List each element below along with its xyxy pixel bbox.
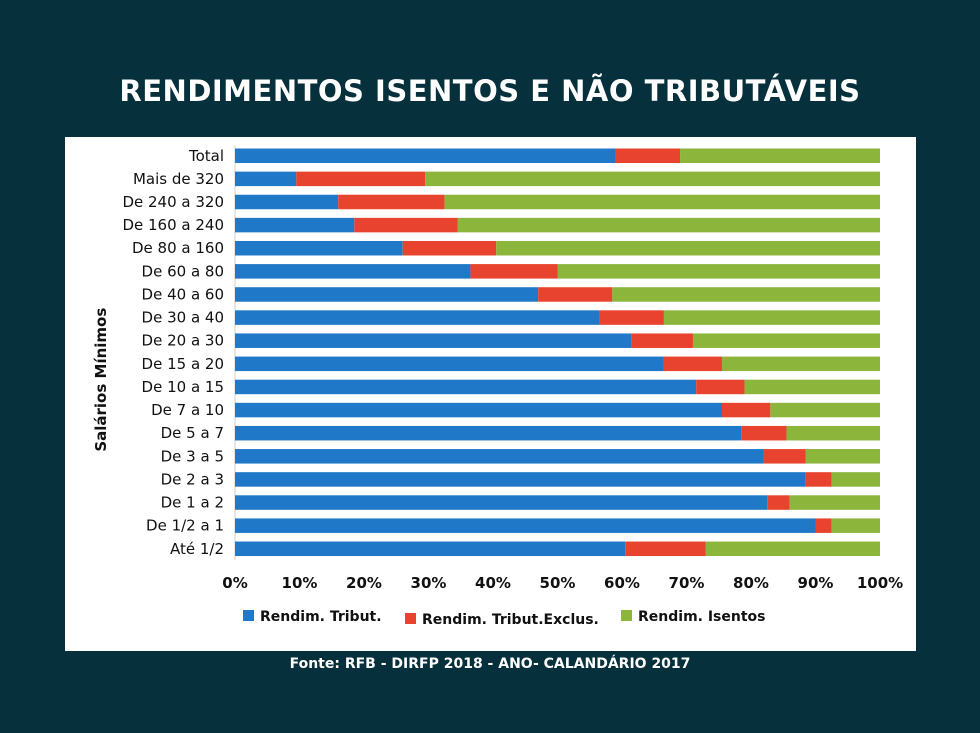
- source-note: Fonte: RFB - DIRFP 2018 - ANO- CALANDÁRI…: [289, 656, 691, 672]
- bar-segment-exclus: [767, 495, 790, 510]
- bar-segment-isentos: [444, 194, 880, 210]
- bar-segment-exclus: [625, 541, 706, 557]
- bar-segment-isentos: [831, 472, 880, 487]
- category-label: De 240 a 320: [122, 193, 224, 211]
- bar-segment-isentos: [831, 518, 880, 533]
- x-tick-label: 60%: [604, 574, 640, 592]
- bar-segment-tribut: [235, 217, 355, 233]
- category-label: De 3 a 5: [161, 447, 224, 465]
- bar-segment-tribut: [235, 541, 626, 557]
- bar-segment-exclus: [721, 402, 771, 418]
- category-label: De 60 a 80: [142, 262, 224, 280]
- bar-segment-exclus: [663, 356, 722, 372]
- legend-swatch: [621, 610, 632, 621]
- bar-segment-exclus: [615, 148, 681, 163]
- x-tick-label: 30%: [411, 574, 447, 592]
- stacked-bar-chart: Total Mais de 320 De 240 a 320 De 160 a 240…: [92, 145, 903, 628]
- bar-segment-isentos: [789, 495, 880, 510]
- bar-segment-tribut: [235, 425, 742, 441]
- x-tick-label: 20%: [346, 574, 382, 592]
- bar-segment-isentos: [770, 402, 880, 418]
- bar-segment-isentos: [496, 240, 880, 256]
- category-label: De 40 a 60: [142, 285, 224, 303]
- bar-segment-tribut: [235, 171, 297, 187]
- x-tick-label: 80%: [733, 574, 769, 592]
- bar-segment-tribut: [235, 518, 816, 533]
- x-tick-label: 90%: [798, 574, 834, 592]
- bar-segment-exclus: [338, 194, 445, 210]
- bar-segment-exclus: [631, 333, 693, 348]
- bar-segment-exclus: [696, 379, 745, 395]
- category-label: De 160 a 240: [122, 216, 224, 234]
- bar-segment-tribut: [235, 310, 600, 325]
- bar-segment-isentos: [612, 287, 880, 302]
- bar-segment-isentos: [705, 541, 880, 557]
- bar-segment-exclus: [402, 240, 497, 256]
- category-label: De 1 a 2: [161, 494, 224, 512]
- category-label: Total: [188, 147, 224, 165]
- category-label: Mais de 320: [133, 170, 224, 188]
- bar-segment-tribut: [235, 333, 632, 348]
- x-tick-label: 50%: [540, 574, 576, 592]
- bar-segment-isentos: [680, 148, 880, 163]
- bar-segment-exclus: [354, 217, 458, 233]
- category-label: De 5 a 7: [161, 424, 224, 442]
- category-label: De 2 a 3: [161, 470, 224, 488]
- category-label: De 10 a 15: [142, 378, 224, 396]
- bar-segment-isentos: [557, 264, 880, 279]
- bar-segment-exclus: [805, 472, 832, 487]
- bar-segment-isentos: [663, 310, 880, 325]
- bar-segment-exclus: [538, 287, 613, 302]
- x-tick-label: 70%: [669, 574, 705, 592]
- legend-label: Rendim. Tribut.: [260, 609, 382, 625]
- bar-segment-exclus: [470, 264, 558, 279]
- category-label: De 15 a 20: [142, 355, 224, 373]
- bar-segment-tribut: [235, 148, 616, 163]
- category-label: De 7 a 10: [151, 401, 224, 419]
- x-tick-label: 10%: [282, 574, 318, 592]
- category-label: Até 1/2: [170, 540, 224, 558]
- bar-segment-tribut: [235, 495, 768, 510]
- chart-panel: Total Mais de 320 De 240 a 320 De 160 a 240…: [65, 137, 916, 651]
- bar-segment-tribut: [235, 356, 664, 372]
- bar-segment-isentos: [425, 171, 880, 187]
- category-label: De 80 a 160: [132, 239, 224, 257]
- bar-segment-tribut: [235, 287, 539, 302]
- x-tick-label: 0%: [222, 574, 247, 592]
- category-label: De 30 a 40: [142, 309, 224, 327]
- y-axis-title: Salários Mínimos: [92, 308, 110, 452]
- category-label: De 1/2 a 1: [146, 517, 224, 535]
- bar-segment-isentos: [786, 425, 880, 441]
- bar-segment-isentos: [457, 217, 880, 233]
- chart-title: RENDIMENTOS ISENTOS E NÃO TRIBUTÁVEIS: [119, 74, 861, 108]
- bar-segment-exclus: [763, 449, 806, 464]
- legend-label: Rendim. Tribut.Exclus.: [422, 612, 599, 628]
- bar-segment-tribut: [235, 240, 403, 256]
- x-tick-label: 100%: [857, 574, 903, 592]
- bar-segment-isentos: [744, 379, 880, 395]
- category-label: De 20 a 30: [142, 332, 224, 350]
- legend-label: Rendim. Isentos: [638, 609, 766, 625]
- x-tick-label: 40%: [475, 574, 511, 592]
- bar-segment-exclus: [296, 171, 426, 187]
- bar-segment-isentos: [721, 356, 880, 372]
- bar-segment-tribut: [235, 264, 471, 279]
- bar-segment-tribut: [235, 472, 806, 487]
- legend-swatch: [243, 610, 254, 621]
- bar-segment-tribut: [235, 449, 764, 464]
- bar-segment-tribut: [235, 379, 697, 395]
- bar-segment-tribut: [235, 402, 722, 418]
- legend-swatch: [405, 613, 416, 624]
- bar-segment-exclus: [815, 518, 832, 533]
- bar-segment-tribut: [235, 194, 339, 210]
- bar-segment-isentos: [692, 333, 880, 348]
- bar-segment-isentos: [805, 449, 880, 464]
- bar-segment-exclus: [741, 425, 787, 441]
- bar-segment-exclus: [599, 310, 664, 325]
